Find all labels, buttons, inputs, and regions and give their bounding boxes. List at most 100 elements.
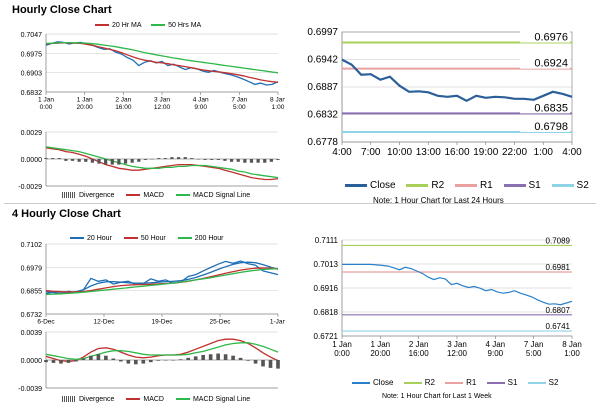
y-tick-label: 0.0029 <box>21 130 43 137</box>
legend-ma2: 20 Hour 50 Hour 200 Hour <box>70 235 224 242</box>
divergence-bar <box>59 360 63 364</box>
series-close <box>45 260 279 295</box>
x-tick-label: 16:00 <box>409 349 430 358</box>
divergence-bar <box>126 360 131 364</box>
x-tick-label: 1 Jan <box>332 340 352 349</box>
y-tick-label: 0.6997 <box>307 27 338 38</box>
x-tick-label: 20:00 <box>77 104 94 111</box>
divergence-bar <box>196 159 201 160</box>
y-tick-label: 0.6979 <box>21 265 43 272</box>
divergence-bar <box>176 157 181 159</box>
y-tick-label: 0.7111 <box>315 236 339 245</box>
x-tick-label: 12:00 <box>154 104 171 111</box>
legend-item: R2 <box>403 378 435 387</box>
y-tick-label: 0.7102 <box>21 242 43 249</box>
x-tick-label: 10:00 <box>387 147 412 158</box>
x-tick-label: 1 Jan <box>77 97 93 104</box>
divergence-bar <box>269 159 273 162</box>
legend-label: Close <box>370 180 396 191</box>
divergence-bar <box>223 354 228 360</box>
divergence-bar <box>243 159 247 163</box>
divergence-bar <box>216 353 220 360</box>
divergence-bar <box>90 159 95 163</box>
divergence-bar <box>157 158 161 159</box>
divergence-bar <box>249 159 254 163</box>
y-tick-label: 0.6832 <box>307 110 338 121</box>
divergence-bar <box>141 360 146 364</box>
y-tick-label: -0.0039 <box>18 386 42 393</box>
x-tick-label: 0:00 <box>334 349 350 358</box>
divergence-bar <box>77 159 81 162</box>
x-tick-label: 2 Jan <box>115 97 131 104</box>
y-tick-label: 0.6832 <box>21 90 43 97</box>
legend-item: Divergence <box>62 396 114 403</box>
level-label-r2: 0.7089 <box>546 236 571 245</box>
divergence-bar <box>119 360 123 362</box>
legend-label: R2 <box>424 378 435 387</box>
divergence-bar <box>111 358 116 360</box>
legend-item: 50 Hour <box>123 235 166 242</box>
legend-item: MACD <box>126 192 164 199</box>
divergence-bar <box>44 360 48 363</box>
divergence-bar <box>104 355 108 360</box>
y-tick-label: 0.6942 <box>307 55 338 66</box>
x-tick-label: 4:00 <box>562 147 582 158</box>
divergence-bar <box>261 360 265 367</box>
legend-label: S1 <box>507 378 518 387</box>
x-tick-label: 1:00 <box>564 349 580 358</box>
divergence-bar <box>208 354 213 360</box>
legend-item: 50 Hrs MA <box>151 22 201 29</box>
level-label-bg <box>520 30 570 43</box>
divergence-bar <box>148 360 153 363</box>
x-tick-label: 0:00 <box>40 104 53 111</box>
legend-label: 20 Hour <box>87 235 112 242</box>
divergence-bar <box>229 159 234 162</box>
level-label-r1: 0.6981 <box>546 263 571 272</box>
x-tick-label: 7 Jan <box>231 97 247 104</box>
level-label-bg <box>520 119 570 132</box>
legend-label: MACD Signal Line <box>192 192 251 199</box>
x-tick-label: 12-Dec <box>94 319 116 326</box>
legend-item: 200 Hour <box>177 235 224 242</box>
legend-item: 20 Hour <box>70 235 112 242</box>
divergence-bar <box>186 357 191 360</box>
legend-label: MACD Signal Line <box>192 396 251 403</box>
divergence-bar <box>137 159 141 162</box>
x-tick-label: 6-Dec <box>37 319 55 326</box>
legend-item: Close <box>352 378 393 387</box>
legend-label: 200 Hour <box>194 235 224 242</box>
divergence-bar <box>203 159 207 160</box>
divergence-bar <box>246 360 250 361</box>
series-20-hour <box>45 261 279 294</box>
legend-label: 50 Hour <box>140 235 166 242</box>
legend-item: S1 <box>503 180 541 191</box>
series-macd-signal-line <box>45 146 279 179</box>
series-close <box>342 263 573 306</box>
divergence-bar <box>156 360 161 361</box>
level-label-s1: 0.6835 <box>534 102 568 114</box>
level-label-r2: 0.6976 <box>534 32 568 44</box>
divergence-bar <box>133 360 138 365</box>
hourly-macd-chart: 0.0029 0.0000 -0.0029 <box>18 130 280 191</box>
level-label-bg <box>520 101 570 114</box>
divergence-bar <box>236 159 240 162</box>
x-tick-label: 3 Jan <box>447 340 467 349</box>
divergence-bar <box>183 157 187 159</box>
x-tick-label: 8 Jan <box>270 97 285 104</box>
legend-label: Close <box>373 378 394 387</box>
y-tick-label: 0.6916 <box>314 284 339 293</box>
x-tick-label: 19-Dec <box>152 319 174 326</box>
divergence-bar <box>256 159 260 163</box>
divergence-bar <box>276 360 280 369</box>
legend-item: R1 <box>454 180 493 191</box>
divergence-bar <box>231 355 235 360</box>
divergence-bar <box>96 354 101 360</box>
y-tick-label: 0.6721 <box>314 332 339 341</box>
divergence-bar <box>51 360 56 363</box>
divergence-bar <box>110 159 114 165</box>
divergence-bar <box>171 360 176 361</box>
divergence-bar <box>117 159 121 165</box>
divergence-bar <box>253 360 258 364</box>
level-label-s2: 0.6798 <box>534 121 568 133</box>
